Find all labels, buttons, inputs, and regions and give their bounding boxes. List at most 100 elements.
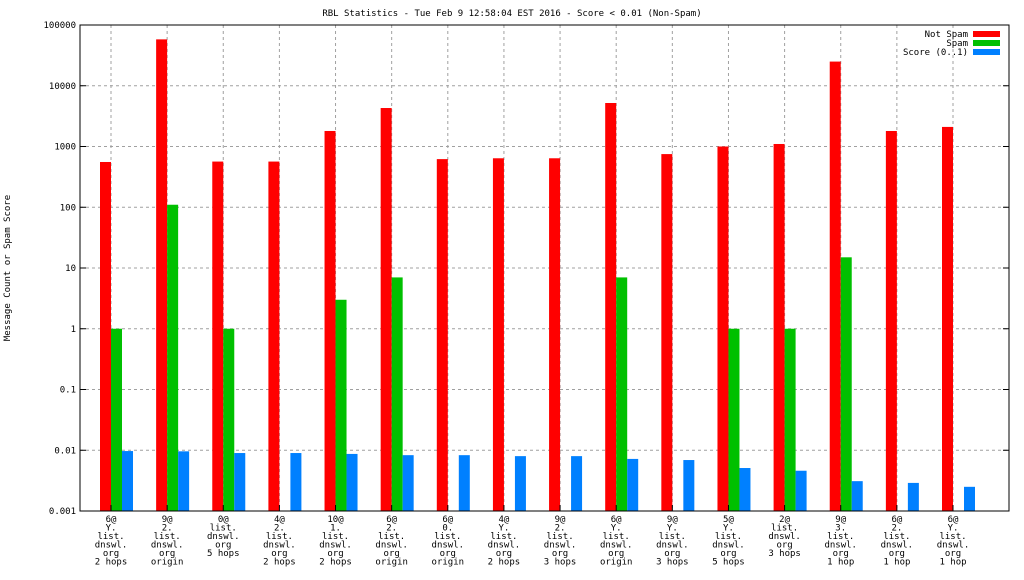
x-tick-label: list.	[322, 532, 349, 542]
x-tick-label: 2@	[779, 515, 790, 525]
x-tick-label: dnswl.	[151, 541, 184, 551]
bars	[100, 39, 975, 512]
bar-score-0-1	[458, 455, 470, 511]
x-tick-label: org	[720, 549, 736, 559]
legend-label: Spam	[946, 39, 968, 49]
x-tick-label: 3.	[835, 524, 846, 534]
x-tick-label: 3 hops	[544, 558, 577, 568]
x-tick-label: list.	[939, 532, 966, 542]
x-tick-label: 1 hop	[939, 558, 966, 568]
x-tick-label: list.	[266, 532, 293, 542]
bar-not-spam	[436, 159, 448, 512]
x-tick-label: 6@	[611, 515, 622, 525]
y-tick-label: 100000	[43, 21, 76, 31]
x-tick-label: 2.	[891, 524, 902, 534]
x-tick-label: list.	[603, 532, 630, 542]
bar-spam	[840, 257, 852, 511]
x-tick-label: list.	[827, 532, 854, 542]
bar-not-spam	[942, 126, 953, 512]
x-tick-label: list.	[547, 532, 574, 542]
x-tick-label: 5 hops	[712, 558, 745, 568]
bar-spam	[111, 328, 122, 511]
x-tick-label: org	[833, 549, 849, 559]
x-tick-label: origin	[151, 558, 184, 568]
x-tick-label: 9@	[162, 515, 173, 525]
x-tick-label: 3 hops	[656, 558, 689, 568]
x-tick-label: list.	[771, 524, 798, 534]
x-tick-label: 2 hops	[263, 558, 296, 568]
x-tick-label: 9@	[555, 515, 566, 525]
x-tick-label: org	[327, 549, 343, 559]
x-tick-label: dnswl.	[319, 541, 352, 551]
x-tick-label: org	[384, 549, 400, 559]
bar-not-spam	[605, 103, 617, 511]
bar-score-0-1	[683, 460, 695, 511]
x-tick-label: 6@	[106, 515, 117, 525]
x-tick-label: org	[159, 549, 175, 559]
x-tick-label: dnswl.	[95, 541, 128, 551]
x-tick-label: dnswl.	[881, 541, 914, 551]
bar-not-spam	[773, 143, 785, 511]
bar-not-spam	[100, 161, 111, 512]
bar-not-spam	[212, 161, 224, 511]
x-tick-label: dnswl.	[488, 541, 521, 551]
bar-score-0-1	[627, 458, 639, 511]
x-tick-label: list.	[659, 532, 686, 542]
x-tick-label: list.	[883, 532, 910, 542]
bar-score-0-1	[122, 451, 133, 511]
x-tick-label: 3 hops	[768, 549, 801, 559]
x-tick-label: Y.	[499, 524, 510, 534]
x-tick-label: dnswl.	[544, 541, 577, 551]
x-tick-label: Y.	[106, 524, 117, 534]
bar-spam	[784, 328, 796, 511]
x-tick-label: dnswl.	[432, 541, 465, 551]
bar-score-0-1	[964, 486, 975, 511]
bar-score-0-1	[571, 456, 583, 511]
x-tick-label: origin	[432, 558, 465, 568]
x-tick-label: org	[440, 549, 456, 559]
x-tick-label: org	[608, 549, 624, 559]
x-tick-label: 0.	[442, 524, 453, 534]
x-tick-label: list.	[378, 532, 405, 542]
bar-not-spam	[549, 158, 561, 511]
x-tick-label: dnswl.	[824, 541, 857, 551]
x-tick-label: dnswl.	[656, 541, 689, 551]
legend-swatch	[973, 31, 1000, 37]
x-tick-label: list.	[715, 532, 742, 542]
x-tick-label: 6@	[442, 515, 453, 525]
y-tick-label: 0.1	[60, 386, 76, 396]
x-tick-label: org	[103, 549, 119, 559]
x-tick-label: 2.	[162, 524, 173, 534]
legend-swatch	[973, 49, 1000, 55]
x-tick-label: 4@	[274, 515, 285, 525]
bar-score-0-1	[178, 451, 190, 511]
x-tick-label: dnswl.	[937, 541, 970, 551]
x-tick-label: Y.	[611, 524, 622, 534]
legend-swatch	[973, 40, 1000, 46]
x-tick-label: org	[496, 549, 512, 559]
x-tick-label: 5 hops	[207, 549, 240, 559]
x-tick-label: org	[945, 549, 961, 559]
x-tick-label: list.	[490, 532, 517, 542]
x-tick-label: 1 hop	[883, 558, 910, 568]
x-tick-label: list.	[154, 532, 181, 542]
y-tick-label: 10000	[49, 82, 76, 92]
bar-spam	[728, 328, 740, 511]
bar-not-spam	[156, 39, 168, 511]
x-tick-label: 2.	[386, 524, 397, 534]
bar-not-spam	[829, 61, 841, 512]
y-tick-label: 10	[65, 264, 76, 274]
x-tick-label: org	[271, 549, 287, 559]
chart-title: RBL Statistics - Tue Feb 9 12:58:04 EST …	[322, 9, 701, 19]
bar-score-0-1	[739, 468, 751, 511]
y-tick-label: 0.001	[49, 507, 76, 517]
bar-score-0-1	[795, 470, 807, 511]
bar-not-spam	[324, 130, 336, 512]
x-tick-label: dnswl.	[207, 532, 240, 542]
x-tick-label: org	[552, 549, 568, 559]
x-tick-label: 6@	[891, 515, 902, 525]
x-tick-label: Y.	[948, 524, 959, 534]
